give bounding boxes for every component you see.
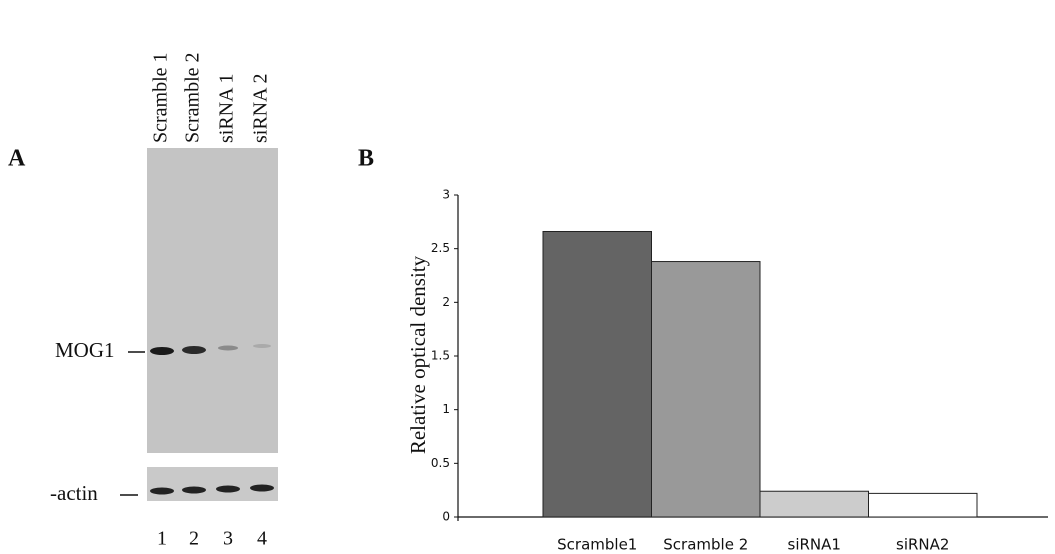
panel-label: B [358,146,374,172]
lane-number: 2 [189,528,199,550]
y-tick-label: 0 [442,510,450,524]
figure: A B MOG1 -actin Relative optical density… [0,0,1055,554]
lane-number: 3 [223,528,233,550]
bar [652,262,761,517]
y-tick-label: 1 [442,402,450,416]
band [182,346,206,354]
y-tick-label: 3 [442,188,450,202]
x-tick-label: Scramble1 [557,536,637,554]
lane-label: Scramble 2 [182,52,204,143]
band [218,346,238,351]
bar [543,231,652,517]
band-label: -actin [50,481,98,505]
band-label: MOG1 [55,338,115,362]
y-tick-label: 2 [442,295,450,309]
lane-number: 1 [157,528,167,550]
band [182,487,206,494]
x-tick-label: siRNA2 [896,536,949,554]
band [216,486,240,493]
band [250,485,274,492]
y-axis-label: Relative optical density [406,255,430,454]
x-tick-label: Scramble 2 [663,536,748,554]
panel-label: A [8,146,26,172]
bar [760,491,869,517]
blot-membrane [147,148,278,453]
bar [869,493,978,517]
band [150,347,174,355]
y-tick-label: 1.5 [431,349,450,363]
lane-label: siRNA 1 [216,74,238,143]
y-tick-label: 2.5 [431,241,450,255]
y-tick-label: 0.5 [431,456,450,470]
lane-label: Scramble 1 [150,52,172,143]
band [253,344,271,348]
blot-membrane [147,467,278,501]
lane-number: 4 [257,528,267,550]
band [150,488,174,495]
x-tick-label: siRNA1 [788,536,841,554]
lane-label: siRNA 2 [250,74,272,143]
